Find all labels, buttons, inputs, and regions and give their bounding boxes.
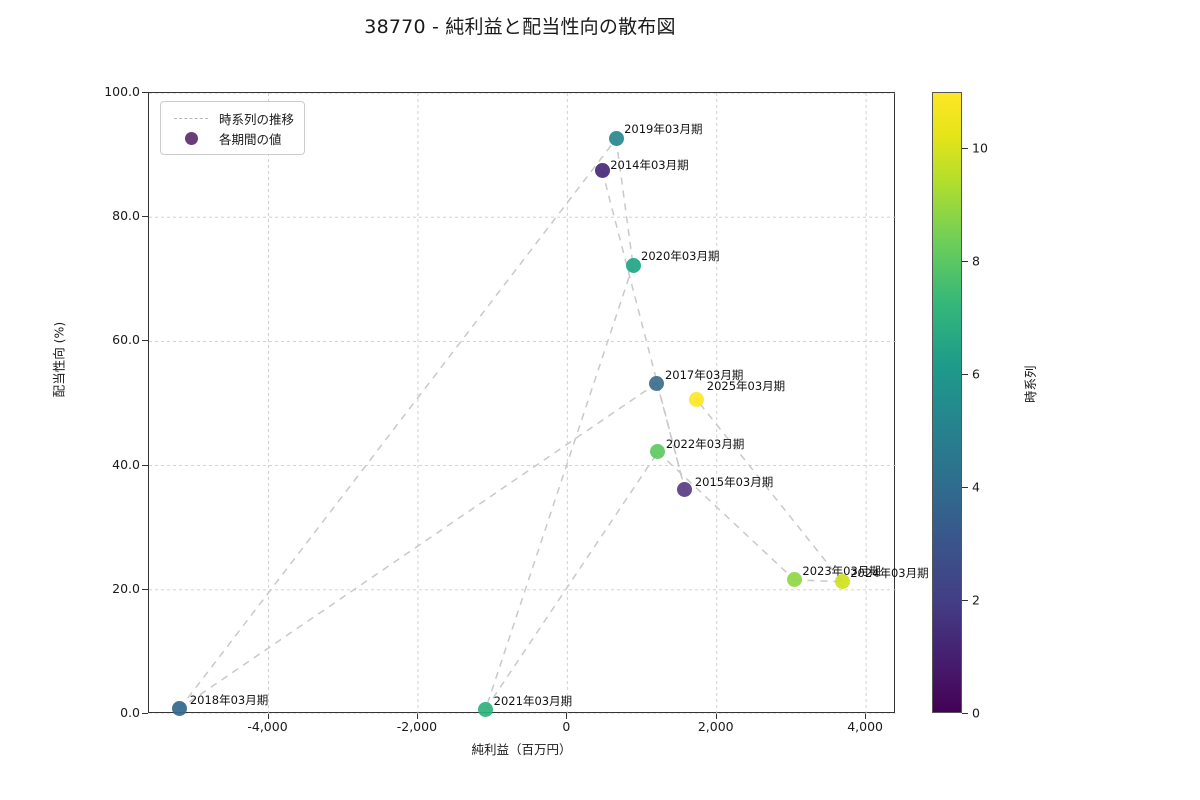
scatter-point-label: 2017年03月期 (664, 368, 744, 382)
colorbar-tick-mark (962, 713, 968, 714)
timeseries-connector-lines (179, 138, 843, 710)
scatter-point-label: 2014年03月期 (610, 157, 689, 172)
scatter-point-label: 2025年03月期 (706, 378, 786, 393)
scatter-point-label: 2022年03月期 (665, 436, 745, 451)
plot-canvas (149, 93, 896, 714)
scatter-point-label: 2021年03月期 (493, 694, 573, 709)
colorbar-tick-mark (962, 487, 968, 489)
circle-marker-icon (169, 131, 213, 145)
page-title: 38770 - 純利益と配当性向の散布図 (364, 16, 676, 38)
x-axis-label: 純利益（百万円） (471, 742, 572, 757)
scatter-point-label: 2015年03月期 (694, 475, 774, 490)
x-tick-mark (566, 713, 568, 719)
colorbar: 0 2 4 6 8 10 (932, 92, 988, 721)
scatter-point-label: 2018年03月期 (189, 693, 269, 708)
y-tick-mark (142, 713, 148, 714)
scatter-point[interactable] (608, 131, 624, 147)
y-tick-mark (142, 464, 148, 466)
colorbar-tick-label: 10 (972, 140, 988, 156)
y-tick-mark (142, 216, 148, 218)
y-tick-label: 100.0 (104, 84, 140, 99)
colorbar-tick-label: 8 (972, 253, 980, 269)
gridlines (149, 93, 896, 714)
x-tick-mark (416, 713, 418, 719)
x-tick-label: 4,000 (847, 719, 883, 734)
scatter-point-label: 2020年03月期 (641, 249, 720, 264)
y-tick-mark (142, 340, 148, 342)
plot-area: 2014年03月期 2015年03月期 2017年03月期 2018年03月期 2019… (148, 92, 929, 717)
scatter-point[interactable] (689, 392, 705, 408)
y-tick-label: 80.0 (112, 208, 140, 224)
colorbar-tick-label: 4 (972, 479, 980, 495)
legend: 時系列の推移 各期間の値 (160, 101, 306, 155)
colorbar-tick-mark (962, 374, 968, 376)
x-tick-label: 2,000 (697, 719, 734, 734)
scatter-point[interactable] (172, 700, 188, 716)
scatter-point[interactable] (594, 163, 610, 179)
x-tick-label: -2,000 (396, 719, 438, 734)
y-tick-label: 40.0 (112, 456, 140, 472)
colorbar-tick-mark (962, 600, 968, 602)
colorbar-tick-label: 0 (972, 705, 980, 721)
scatter-point[interactable] (625, 257, 641, 273)
x-tick-label: -4,000 (247, 719, 288, 734)
y-tick-mark (142, 588, 148, 590)
colorbar-label: 時系列 (1023, 365, 1038, 403)
x-tick-mark (267, 713, 269, 719)
scatter-point[interactable] (677, 481, 693, 497)
scatter-point[interactable] (649, 375, 665, 391)
colorbar-tick-mark (962, 261, 968, 263)
colorbar-tick-label: 6 (972, 366, 980, 382)
scatter-point[interactable] (650, 444, 666, 460)
scatter-point[interactable] (834, 574, 850, 590)
y-tick-label: 20.0 (112, 580, 140, 596)
scatter-point-label: 2024年03月期 (850, 565, 929, 580)
y-tick-label: 60.0 (112, 332, 140, 348)
scatter-point[interactable] (478, 701, 494, 717)
scatter-point-label: 2023年03月期 (802, 563, 881, 578)
legend-item-marker: 各期間の値 (169, 128, 294, 148)
colorbar-tick-mark (962, 148, 968, 150)
y-tick-label: 0.0 (120, 705, 140, 720)
x-tick-label: 0 (562, 719, 571, 734)
legend-label-line: 時系列の推移 (219, 111, 295, 127)
x-tick-mark (865, 713, 867, 719)
y-tick-mark (142, 92, 148, 93)
scatter-point[interactable] (786, 572, 802, 588)
legend-label-marker: 各期間の値 (219, 131, 282, 147)
colorbar-gradient (932, 92, 962, 713)
y-axis-label: 配当性向 (%) (51, 321, 67, 398)
dashed-line-icon (169, 117, 213, 119)
legend-item-line: 時系列の推移 (169, 108, 294, 128)
x-tick-mark (715, 713, 717, 719)
scatter-point-label: 2019年03月期 (624, 121, 703, 136)
colorbar-tick-label: 2 (972, 592, 980, 608)
